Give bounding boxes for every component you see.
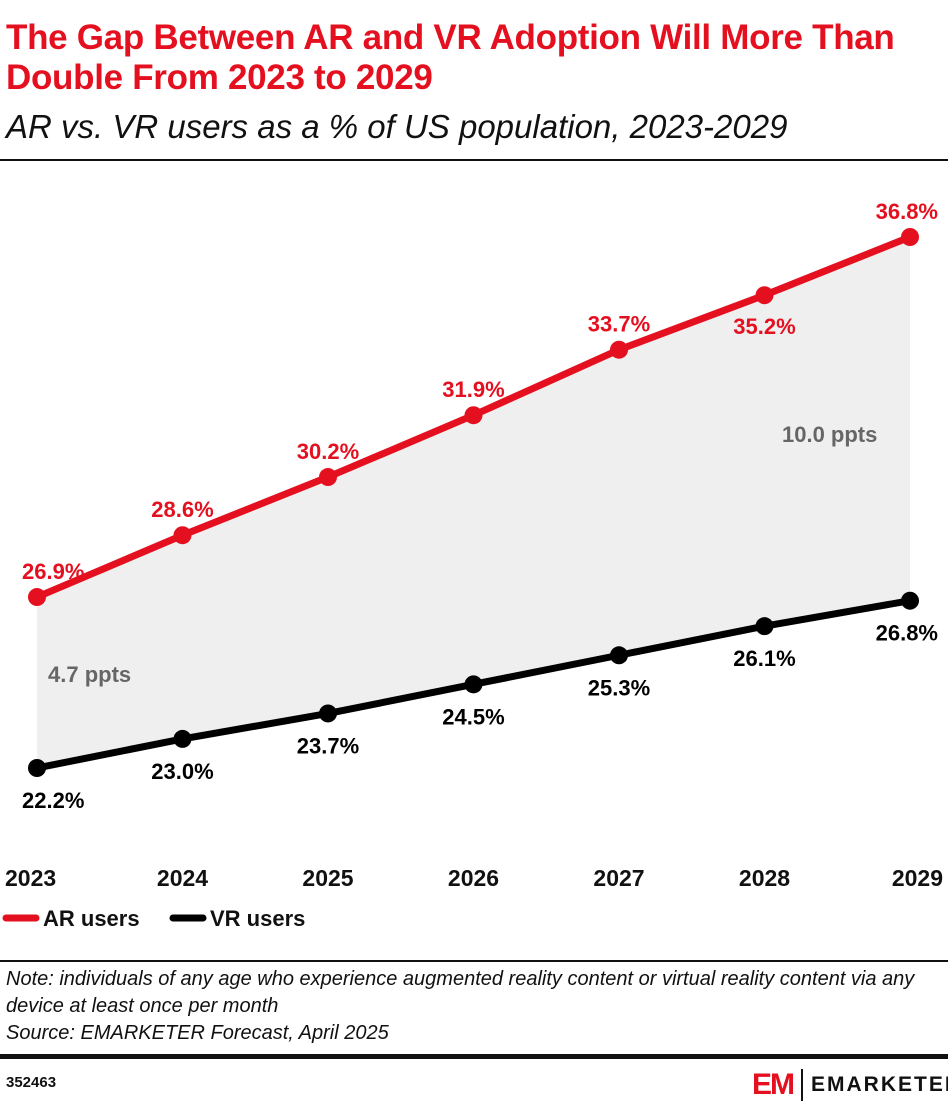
data-point (610, 340, 628, 359)
x-tick-label: 2027 (593, 865, 644, 891)
note-text: Note: individuals of any age who experie… (6, 968, 915, 1017)
data-point (755, 617, 774, 636)
data-point (319, 704, 337, 723)
divider (0, 1054, 948, 1059)
data-label: 23.0% (151, 759, 213, 784)
data-label: 31.9% (442, 377, 504, 402)
data-label: 22.2% (22, 788, 84, 813)
annotation-end-gap: 10.0 ppts (782, 422, 877, 447)
logo-mark: EM (752, 1068, 795, 1101)
chart-id: 352463 (6, 1074, 57, 1091)
data-label: 30.2% (297, 439, 359, 464)
data-label: 36.8% (876, 199, 938, 224)
data-point (173, 729, 192, 748)
source-text: Source: EMARKETER Forecast, April 2025 (6, 1022, 389, 1044)
x-tick-label: 2029 (892, 865, 943, 891)
data-point (28, 759, 46, 777)
gap-area (37, 236, 910, 769)
data-point (173, 526, 192, 545)
data-label: 35.2% (733, 314, 795, 339)
divider (0, 960, 948, 962)
divider (0, 159, 948, 161)
logo-divider (801, 1069, 803, 1101)
data-label: 26.1% (733, 646, 795, 671)
data-point (319, 468, 337, 487)
data-label: 26.9% (22, 559, 84, 584)
x-tick-label: 2025 (302, 865, 353, 891)
data-point (901, 227, 919, 246)
x-tick-label: 2026 (448, 865, 499, 891)
x-tick-label: 2028 (739, 865, 790, 891)
data-label: 24.5% (442, 704, 504, 729)
legend-label-vr: VR users (210, 906, 305, 931)
x-tick-label: 2024 (157, 865, 208, 891)
annotation-start-gap: 4.7 ppts (48, 662, 131, 687)
legend-label-ar: AR users (43, 906, 140, 931)
data-label: 25.3% (588, 675, 650, 700)
data-label: 23.7% (297, 733, 359, 758)
x-tick-label: 2023 (5, 865, 56, 891)
logo-text: EMARKETER (811, 1073, 948, 1096)
data-point (464, 675, 483, 694)
data-point (610, 646, 628, 665)
chart-subtitle: AR vs. VR users as a % of US population,… (6, 108, 788, 145)
chart-title: The Gap Between AR and VR Adoption Will … (6, 18, 895, 97)
data-label: 26.8% (876, 621, 938, 646)
line-chart: 4.7 ppts 10.0 ppts 26.9% 28.6% 30.2% 31.9% 33.… (2, 199, 943, 931)
footnote: Note: individuals of any age who experie… (6, 966, 936, 1047)
data-point (755, 286, 774, 305)
emarketer-logo: EM EMARKETER (752, 1068, 948, 1102)
data-label: 33.7% (588, 312, 650, 337)
data-point (901, 591, 919, 610)
data-point (28, 588, 46, 607)
data-label: 28.6% (151, 497, 213, 522)
data-point (464, 406, 483, 425)
